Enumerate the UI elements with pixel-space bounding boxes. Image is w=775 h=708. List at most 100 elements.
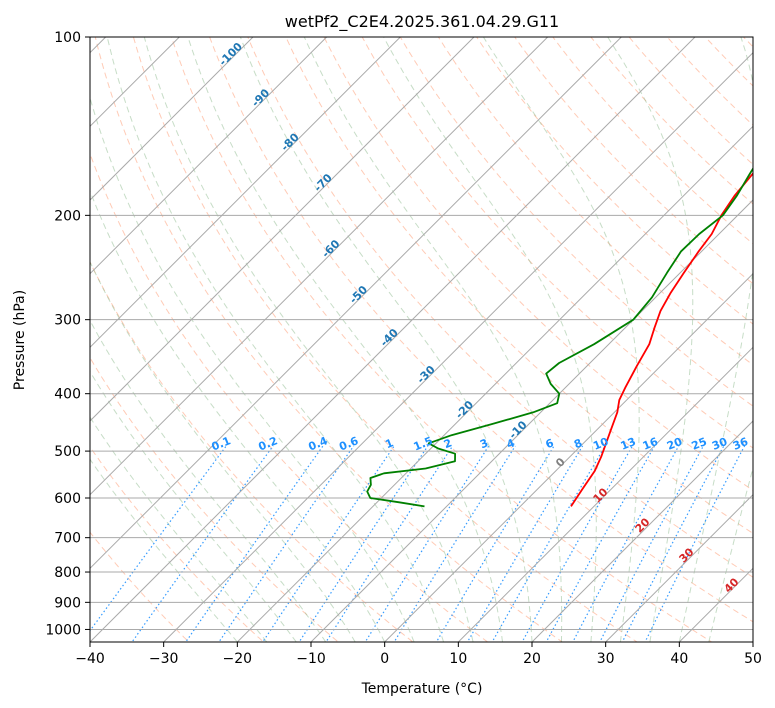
isotherm-line xyxy=(384,272,753,642)
x-tick-label: 30 xyxy=(597,651,615,667)
mixing-ratio-label: 6 xyxy=(544,436,556,451)
x-tick-label: 40 xyxy=(670,651,688,667)
dry-adiabat-label: -30 xyxy=(414,363,437,386)
mixing-ratio-line xyxy=(325,445,454,642)
moist-adiabat-line xyxy=(90,319,327,642)
moist-adiabat-line xyxy=(239,37,533,642)
dry-adiabat-line xyxy=(285,37,753,535)
dry-adiabat-line xyxy=(361,37,753,449)
isotherm-line xyxy=(90,37,696,642)
dry-adiabat-line xyxy=(209,37,753,623)
moist-adiabat-line xyxy=(143,37,474,642)
moist-adiabat-label: 0 xyxy=(553,455,568,470)
y-tick-label: 500 xyxy=(54,444,81,460)
mixing-ratio-label: 2 xyxy=(442,436,454,451)
x-tick-label: 10 xyxy=(449,651,467,667)
dry-adiabat-label: -40 xyxy=(378,326,401,349)
y-tick-label: 100 xyxy=(54,30,81,46)
dry-adiabat-label: -100 xyxy=(216,40,245,69)
moist-adiabat-label: 30 xyxy=(677,545,697,565)
y-tick-label: 400 xyxy=(54,387,81,403)
y-tick-label: 900 xyxy=(54,595,81,611)
dry-adiabat-line xyxy=(170,37,713,642)
isotherm-line xyxy=(752,641,753,642)
mixing-ratio-line xyxy=(521,445,634,642)
moist-adiabat-line xyxy=(187,37,503,642)
dry-adiabat-line xyxy=(247,37,753,578)
isotherm-line xyxy=(90,37,328,275)
dry-adiabat-line xyxy=(90,152,489,642)
x-tick-label: 0 xyxy=(380,651,389,667)
x-tick-label: −40 xyxy=(75,651,105,667)
mixing-ratio-line xyxy=(621,445,725,642)
isotherm-line xyxy=(90,37,254,201)
plot-frame xyxy=(89,36,754,643)
x-axis-label: Temperature (°C) xyxy=(361,681,483,697)
dry-adiabat-line xyxy=(769,24,775,654)
isotherm-line xyxy=(90,37,622,570)
iso-labels: -100-90-80-70-60-50-40-30-20-100.1 0.2 0.4… xyxy=(210,40,751,596)
moist-adiabat-line xyxy=(303,37,563,642)
dry-adiabat-line xyxy=(90,356,340,642)
mixing-ratio-label: 8 xyxy=(572,436,584,451)
mixing-ratio-line xyxy=(185,445,324,642)
moist-adiabat-line xyxy=(383,37,597,642)
dry-adiabat-line xyxy=(437,37,753,366)
moist-adiabat-label: 10 xyxy=(591,485,611,505)
dry-adiabat-line xyxy=(399,37,753,407)
isotherm-line xyxy=(678,567,753,642)
isotherm-line xyxy=(90,37,475,422)
mixing-ratio-label: 36 xyxy=(731,435,750,453)
series-lines xyxy=(366,167,753,508)
moist-adiabat-line xyxy=(90,189,386,642)
moist-adiabat-line xyxy=(482,37,640,642)
moist-adiabat-line xyxy=(607,37,694,642)
y-axis: 100 200 300 400 500 600 700 800 900 1000 xyxy=(45,30,90,638)
y-tick-label: 200 xyxy=(54,208,81,224)
mixing-ratio-line xyxy=(491,445,606,642)
dry-adiabat-line xyxy=(132,37,638,642)
mixing-ratio-label: 3 xyxy=(478,436,490,451)
isotherm-line xyxy=(605,493,753,642)
mixing-ratio-line xyxy=(393,445,516,642)
x-tick-label: 50 xyxy=(744,651,762,667)
moist-adiabat-line xyxy=(678,37,753,642)
dry-adiabat-line xyxy=(666,37,753,126)
moist-adiabat-label: 20 xyxy=(633,515,653,535)
dry-adiabat-line xyxy=(94,37,564,642)
y-axis-label: Pressure (hPa) xyxy=(12,290,28,390)
moist-adiabat-line xyxy=(90,416,268,642)
mixing-ratio-label: 1 xyxy=(383,436,395,451)
dry-adiabat-line xyxy=(90,260,414,642)
isotherm-line xyxy=(236,125,753,642)
y-tick-label: 800 xyxy=(54,565,81,581)
mixing-ratio-line xyxy=(131,445,274,642)
isotherm-line xyxy=(90,37,549,496)
x-tick-label: −30 xyxy=(149,651,179,667)
mixing-ratio-label: 10 xyxy=(591,435,610,453)
y-tick-label: 1000 xyxy=(45,622,81,638)
mixing-ratio-line xyxy=(298,445,429,642)
dry-adiabat-line xyxy=(514,37,753,285)
dry-adiabat-label: -70 xyxy=(312,171,335,194)
y-tick-label: 700 xyxy=(54,531,81,547)
moist-adiabat-line xyxy=(708,466,753,642)
dry-adiabat-label: -20 xyxy=(453,398,476,421)
mixing-ratio-line xyxy=(262,445,395,642)
mixing-ratio-label: 30 xyxy=(710,435,729,453)
mixing-ratio-label: 20 xyxy=(665,435,684,453)
mixing-ratio-line xyxy=(90,445,227,632)
dewpoint-profile-line xyxy=(366,167,753,508)
dry-adiabat-label: -60 xyxy=(319,237,342,260)
x-tick-label: −10 xyxy=(296,651,326,667)
y-tick-label: 300 xyxy=(54,313,81,329)
dry-adiabat-label: -90 xyxy=(249,86,272,109)
dry-adiabat-line xyxy=(704,37,753,87)
moist-adiabat-line xyxy=(90,260,356,642)
mixing-ratio-label: 25 xyxy=(690,435,709,453)
dry-adiabat-line xyxy=(90,446,265,642)
moist-adiabat-line xyxy=(90,370,297,642)
mixing-ratio-label: 13 xyxy=(619,435,638,453)
isotherm-line xyxy=(163,51,753,642)
